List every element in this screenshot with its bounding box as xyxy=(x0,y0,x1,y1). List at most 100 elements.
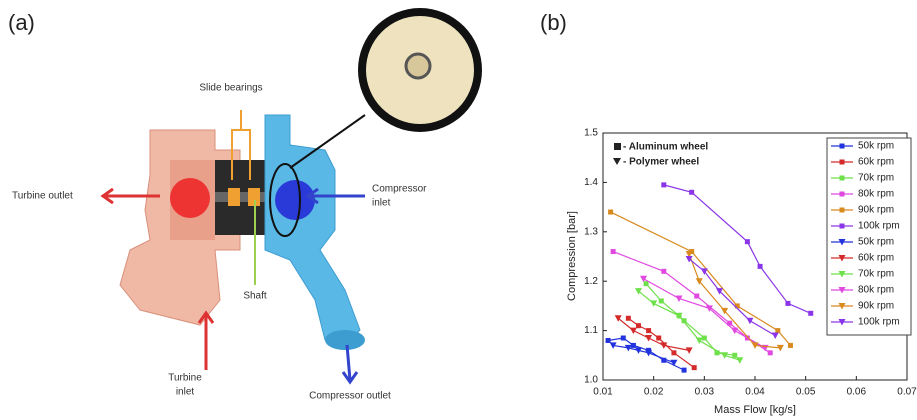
point xyxy=(734,303,740,309)
legend-marker xyxy=(838,319,846,326)
point xyxy=(629,327,637,335)
point xyxy=(681,367,687,373)
point xyxy=(727,320,733,326)
legend-marker xyxy=(838,255,846,262)
point xyxy=(660,342,668,349)
point xyxy=(685,347,693,354)
legend-label: 70k rpm xyxy=(858,173,894,184)
point xyxy=(646,328,652,334)
annotation-marker xyxy=(613,158,621,165)
point xyxy=(658,298,664,304)
point xyxy=(640,275,648,283)
y-tick-label: 1.4 xyxy=(584,177,598,188)
legend xyxy=(826,137,912,336)
legend-label: 80k rpm xyxy=(858,285,894,296)
legend-marker xyxy=(838,239,846,246)
annotation-marker xyxy=(614,143,621,150)
point xyxy=(776,344,784,352)
point xyxy=(767,350,773,356)
point xyxy=(681,318,687,324)
y-tick-label: 1.1 xyxy=(584,325,598,336)
legend-label: 70k rpm xyxy=(858,269,894,280)
x-tick-label: 0.03 xyxy=(695,387,715,398)
point xyxy=(610,249,616,255)
x-tick-label: 0.07 xyxy=(897,387,917,398)
point xyxy=(685,251,693,258)
legend-label: 100k rpm xyxy=(858,317,900,328)
y-tick-label: 1.2 xyxy=(584,276,598,287)
diagram-label: Compressor xyxy=(372,184,427,195)
legend-label: 60k rpm xyxy=(858,157,894,168)
x-tick-label: 0.04 xyxy=(745,387,765,398)
y-tick-label: 1.5 xyxy=(584,128,598,139)
point xyxy=(624,344,632,352)
diagram-label: inlet xyxy=(176,387,195,398)
point xyxy=(757,263,763,269)
point xyxy=(620,335,626,341)
point xyxy=(634,288,642,295)
point xyxy=(714,350,720,356)
y-tick-label: 1.0 xyxy=(584,375,598,386)
point xyxy=(661,268,667,274)
legend-label: 80k rpm xyxy=(858,189,894,200)
point xyxy=(625,315,631,321)
point xyxy=(731,327,739,335)
point xyxy=(608,209,614,215)
point xyxy=(656,335,662,341)
point xyxy=(700,268,708,275)
point xyxy=(645,335,653,342)
diagram-label: inlet xyxy=(372,198,391,209)
point xyxy=(661,182,667,188)
point xyxy=(771,332,779,340)
legend-label: 60k rpm xyxy=(858,253,894,264)
point xyxy=(721,352,729,359)
point xyxy=(675,295,683,302)
point xyxy=(661,357,667,363)
point xyxy=(635,323,641,329)
point xyxy=(721,307,729,315)
legend-marker xyxy=(839,207,845,213)
point xyxy=(808,310,814,316)
point xyxy=(689,189,695,195)
point xyxy=(705,305,713,312)
point xyxy=(716,288,724,295)
legend-label: 90k rpm xyxy=(858,301,894,312)
y-axis-label: Compression [bar] xyxy=(566,211,578,301)
point xyxy=(609,342,617,349)
point xyxy=(605,337,611,343)
point xyxy=(643,281,649,287)
legend-label: 50k rpm xyxy=(858,237,894,248)
point xyxy=(701,335,707,341)
x-tick-label: 0.01 xyxy=(593,387,613,398)
y-tick-label: 1.3 xyxy=(584,226,598,237)
point xyxy=(691,365,697,371)
point xyxy=(787,342,793,348)
point xyxy=(775,328,781,334)
diagram-label: Compressor outlet xyxy=(309,391,391,402)
x-tick-label: 0.05 xyxy=(796,387,816,398)
annotation: - Polymer wheel xyxy=(623,157,699,168)
panel-label: (a) xyxy=(8,10,35,35)
legend-marker xyxy=(838,287,846,294)
point xyxy=(645,349,653,357)
legend-label: 50k rpm xyxy=(858,141,894,152)
point xyxy=(675,312,683,320)
legend-marker xyxy=(839,143,845,149)
annotation: - Aluminum wheel xyxy=(623,142,708,153)
point xyxy=(736,357,744,364)
legend-label: 90k rpm xyxy=(858,205,894,216)
legend-marker xyxy=(838,303,846,310)
point xyxy=(670,359,678,367)
point xyxy=(785,300,791,306)
diagram-label: Shaft xyxy=(243,291,267,302)
point xyxy=(751,342,759,349)
legend-marker xyxy=(838,271,846,278)
point xyxy=(695,337,703,344)
point xyxy=(671,350,677,356)
diagram-label: Turbine xyxy=(168,373,202,384)
legend-marker xyxy=(839,191,845,197)
x-tick-label: 0.02 xyxy=(644,387,664,398)
diagram-label: Slide bearings xyxy=(199,83,262,94)
point xyxy=(744,239,750,245)
